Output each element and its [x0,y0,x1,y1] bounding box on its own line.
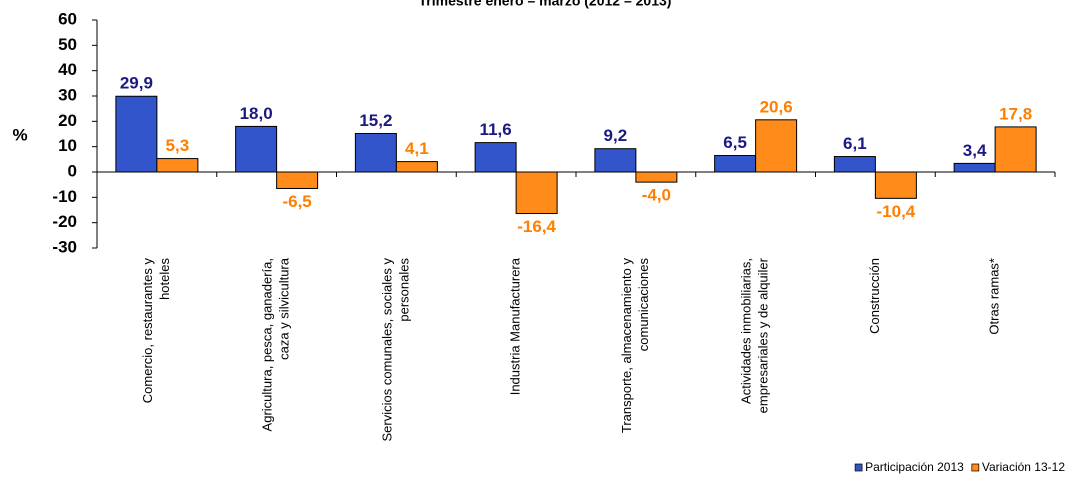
value-label: 15,2 [359,111,392,130]
value-label: 20,6 [760,97,793,116]
y-tick-label: 60 [58,9,77,28]
value-label: 9,2 [604,126,628,145]
y-tick-label: 40 [58,60,77,79]
bar [635,171,678,183]
x-tick-label: Otras ramas* [987,258,1002,335]
y-tick-label: -10 [52,187,77,206]
bar [833,156,876,173]
bar [354,132,397,173]
x-tick-label: Agricultura, pesca, ganadería, [260,258,275,431]
bar [714,155,757,173]
value-label: 6,1 [843,134,867,153]
bar [156,158,199,173]
bar [515,171,558,215]
y-tick-label: 10 [58,136,77,155]
bar [755,119,798,173]
value-label: 29,9 [120,74,153,93]
x-tick-label: Servicios comunales, sociales y [379,258,394,442]
value-label: -6,5 [282,192,311,211]
x-tick-label: hoteles [157,258,172,300]
x-tick-label: Construcción [867,258,882,334]
value-label: -10,4 [877,202,916,221]
legend-label: Participación 2013 [865,460,964,474]
bar [115,95,158,173]
y-tick-label: 0 [68,161,77,180]
x-tick-label: Comercio, restaurantes y [140,258,155,404]
value-label: -16,4 [517,217,556,236]
bar [994,126,1037,173]
bar [276,171,319,189]
x-tick-label: Industria Manufacturera [508,257,523,395]
legend-label: Variación 13-12 [982,460,1065,474]
value-label: 17,8 [999,104,1032,123]
x-tick-label: comunicaciones [636,258,651,352]
value-label: 18,0 [240,104,273,123]
bar [474,142,517,173]
x-tick-label: Transporte, almacenamiento y [619,258,634,434]
legend-swatch [971,463,980,472]
bar [874,171,917,199]
value-label: -4,0 [642,186,671,205]
y-axis-label: % [12,125,27,144]
y-tick-label: -30 [52,237,77,256]
x-tick-label: Actividades inmobiliarias, [739,258,754,404]
y-tick-label: -20 [52,212,77,231]
value-label: 5,3 [166,136,190,155]
y-tick-label: 20 [58,111,77,130]
x-tick-label: personales [396,258,411,322]
y-tick-label: 50 [58,35,77,54]
bar [594,148,637,173]
x-tick-label: empresariales y de alquiler [756,257,771,413]
bar [235,125,278,173]
value-label: 11,6 [480,120,512,139]
value-label: 6,5 [723,133,747,152]
bar [953,162,996,173]
chart-title: Trimestre enero – marzo (2012 – 2013) [419,0,672,9]
legend-swatch [854,463,863,472]
bar [395,161,438,173]
x-tick-label: caza y silvicultura [277,257,292,360]
value-label: 4,1 [405,139,429,158]
y-tick-label: 30 [58,85,77,104]
value-label: 3,4 [963,141,987,160]
